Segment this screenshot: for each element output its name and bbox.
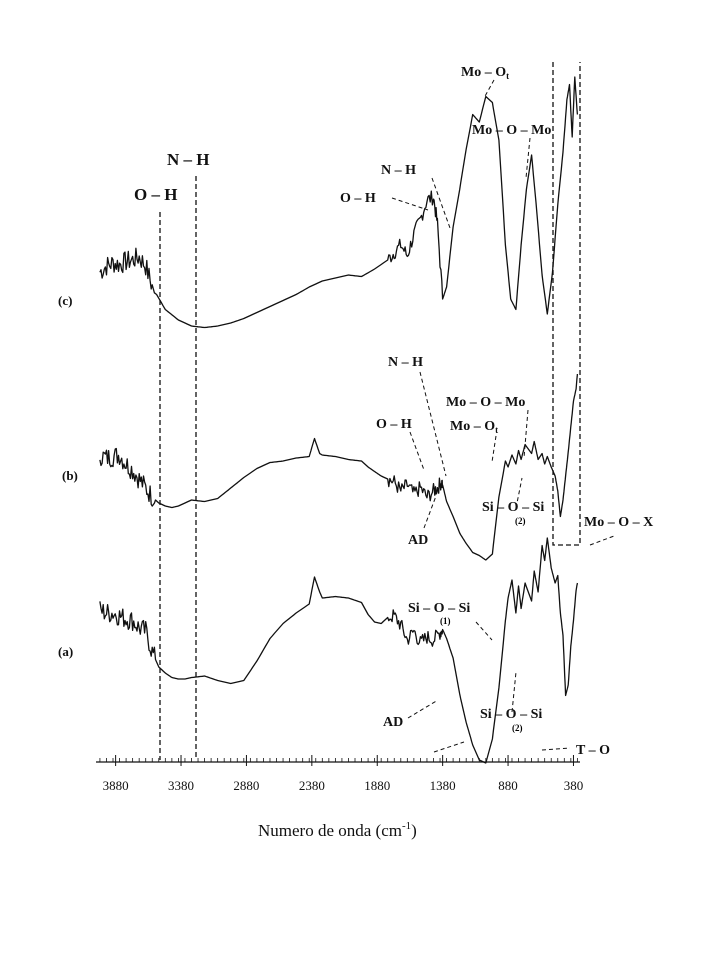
annotation-b-sisi-num: (2) [515, 516, 526, 526]
x-axis-title: Numero de onda (cm-1) [258, 820, 417, 840]
leader-b-moot [491, 435, 497, 463]
annotation-c-nh: N – H [381, 163, 416, 178]
annotation-c-oh: O – H [340, 191, 376, 206]
leader-lines [391, 79, 615, 753]
leader-a-sisi [475, 621, 493, 641]
leader-a-low [433, 741, 465, 753]
x-tick-label: 3380 [168, 778, 194, 793]
annotation-c-moot-main: Mo – O [461, 65, 506, 80]
annotation-oh-main: O – H [134, 185, 177, 204]
x-tick-label: 2880 [233, 778, 259, 793]
annotation-a-sisi-num: (1) [440, 616, 451, 626]
leader-b-sisi [515, 477, 523, 509]
annotation-a-to: T – O [576, 743, 610, 758]
annotation-a-sisi: Si – O – Si [408, 601, 470, 616]
series-line-c [99, 76, 579, 329]
annotation-b-moot-sub: t [495, 425, 498, 435]
leader-a-to [541, 747, 571, 751]
spectra [99, 76, 579, 764]
x-axis-minor-ticks [99, 758, 578, 762]
x-axis-title-end: ) [411, 821, 417, 840]
leader-c-oh [391, 197, 429, 211]
leader-b-momo [523, 409, 529, 459]
mox-dashed-box [552, 62, 581, 546]
leader-c-nh [431, 177, 451, 229]
series-label-b: (b) [62, 468, 78, 483]
x-axis-title-main: Numero de onda (cm [258, 821, 402, 840]
leader-a-ad [407, 699, 439, 719]
annotation-b-oh: O – H [376, 417, 412, 432]
series-label-c: (c) [58, 293, 72, 308]
x-tick-label: 3880 [103, 778, 129, 793]
x-tick-label: 880 [498, 778, 518, 793]
leader-b-ad [423, 495, 437, 529]
annotation-a-ad: AD [383, 715, 403, 730]
annotation-b-ad: AD [408, 533, 428, 548]
annotation-nh-main: N – H [167, 150, 210, 169]
series-line-b [99, 373, 579, 561]
annotation-b-momo: Mo – O – Mo [446, 395, 525, 410]
leader-a-sisi2 [511, 671, 517, 713]
x-axis-tick-labels: 3880 3380 2880 2380 1880 1380 880 380 [103, 755, 584, 793]
annotation-a-sisi2: Si – O – Si [480, 707, 542, 722]
x-axis: 3880 3380 2880 2380 1880 1380 880 380 [96, 755, 583, 793]
annotation-b-sisi: Si – O – Si [482, 500, 544, 515]
annotation-b-nh: N – H [388, 355, 423, 370]
annotation-b-moot-main: Mo – O [450, 419, 495, 434]
leader-b-mox [589, 535, 615, 546]
annotation-b-moot: Mo – Ot [450, 419, 498, 435]
annotation-a-sisi2-num: (2) [512, 723, 523, 733]
annotation-b-mox: Mo – O – X [584, 515, 653, 530]
series-label-a: (a) [58, 644, 73, 659]
x-tick-label: 1380 [430, 778, 456, 793]
annotation-c-moot-sub: t [506, 71, 509, 81]
x-axis-title-sup: -1 [402, 820, 411, 832]
annotation-c-momo: Mo – O – Mo [472, 123, 551, 138]
leader-b-nh [419, 371, 447, 477]
x-tick-label: 2380 [299, 778, 325, 793]
x-tick-label: 1880 [364, 778, 390, 793]
annotations: O – H N – H N – H O – H Mo – Ot Mo – O –… [134, 65, 653, 758]
series-line-a [99, 537, 579, 764]
annotation-c-moot: Mo – Ot [461, 65, 509, 81]
x-tick-label: 380 [564, 778, 584, 793]
leader-c-moot [483, 79, 495, 99]
leader-b-oh [409, 431, 425, 471]
